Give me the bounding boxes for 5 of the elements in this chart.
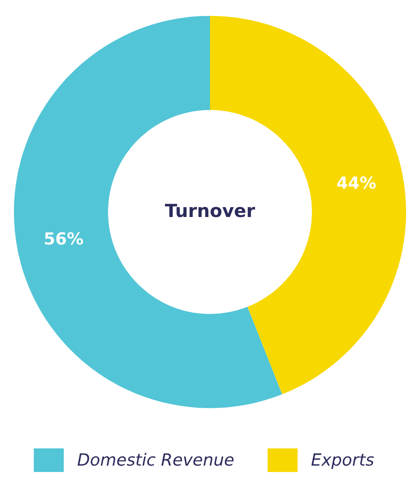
legend-label: Exports bbox=[311, 453, 374, 470]
legend-label: Domestic Revenue bbox=[78, 452, 234, 466]
text: Turnover bbox=[164, 204, 256, 218]
data-label: 44% bbox=[337, 176, 376, 189]
data-label: 56% bbox=[44, 232, 84, 245]
